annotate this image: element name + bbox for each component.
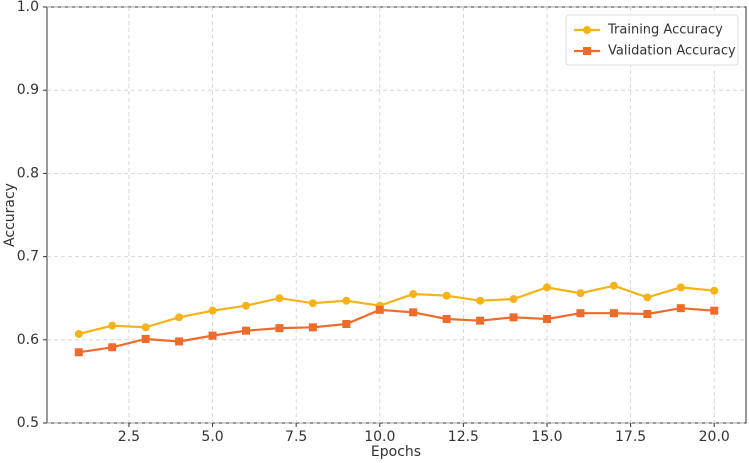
y-tick-label: 0.5: [17, 415, 39, 431]
marker: [74, 329, 83, 338]
marker: [74, 348, 83, 357]
legend-box: [565, 14, 739, 66]
marker: [275, 324, 284, 333]
marker: [476, 316, 485, 325]
x-axis-label: Epochs: [371, 444, 421, 460]
marker: [308, 323, 317, 332]
y-tick-label: 0.6: [17, 332, 39, 348]
marker: [543, 283, 552, 292]
marker: [583, 26, 591, 34]
legend-label: Training Accuracy: [607, 23, 723, 38]
marker: [583, 47, 591, 55]
marker: [141, 334, 150, 343]
marker: [241, 326, 250, 335]
marker: [208, 331, 217, 340]
marker: [609, 309, 618, 318]
marker: [409, 308, 418, 317]
y-tick-label: 0.9: [17, 82, 39, 98]
marker: [308, 299, 317, 308]
marker: [509, 295, 518, 304]
x-tick-label: 12.5: [448, 429, 479, 445]
marker: [442, 291, 451, 300]
y-tick-label: 0.8: [17, 165, 39, 181]
x-tick-label: 20.0: [699, 429, 730, 445]
marker: [509, 313, 518, 322]
y-tick-label: 0.7: [17, 249, 39, 265]
marker: [676, 304, 685, 313]
grid: [47, 6, 746, 424]
marker: [442, 315, 451, 323]
marker: [108, 321, 117, 330]
marker: [141, 323, 150, 332]
marker: [342, 319, 351, 328]
marker: [208, 306, 217, 315]
marker: [175, 313, 184, 322]
y-axis-label: Accuracy: [2, 183, 18, 247]
marker: [108, 343, 117, 352]
marker: [175, 337, 184, 346]
x-tick-label: 17.5: [615, 429, 646, 445]
marker: [342, 296, 351, 305]
marker: [609, 281, 618, 290]
marker: [710, 306, 719, 315]
plot-frame: [46, 6, 747, 424]
line: [78, 307, 715, 354]
marker: [275, 294, 284, 303]
marker: [241, 301, 250, 310]
x-tick-label: 15.0: [531, 429, 562, 445]
y-tick-label: 1.0: [17, 0, 39, 15]
marker: [643, 293, 652, 302]
marker: [710, 286, 719, 295]
marker: [576, 289, 585, 298]
x-tick-label: 5.0: [201, 429, 223, 445]
marker: [476, 296, 485, 305]
marker: [409, 290, 418, 299]
marker: [676, 283, 685, 292]
marker: [543, 315, 552, 323]
x-tick-label: 2.5: [118, 429, 140, 445]
x-tick-label: 10.0: [364, 429, 395, 445]
marker: [576, 309, 585, 318]
legend-label: Validation Accuracy: [608, 44, 736, 59]
marker: [643, 310, 652, 319]
x-tick-label: 7.5: [285, 429, 307, 445]
marker: [375, 305, 384, 314]
line: [78, 284, 715, 336]
